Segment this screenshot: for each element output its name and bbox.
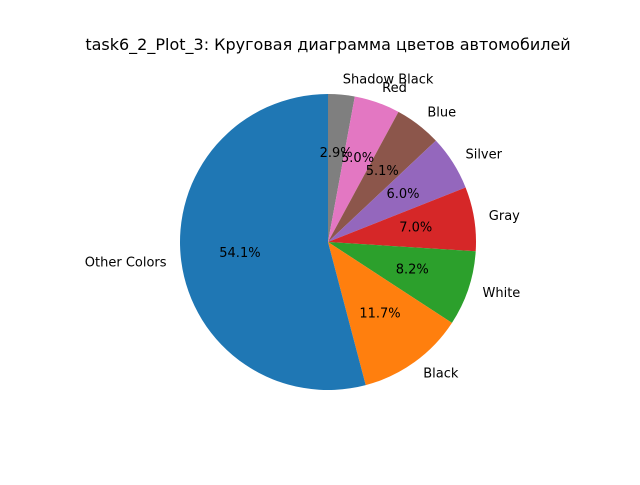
pie-slice-silver <box>328 140 466 242</box>
pie-slice-gray <box>328 187 476 252</box>
pie-slices <box>179 94 476 390</box>
slice-label-silver: Silver <box>465 147 502 162</box>
slice-percent-red: 5.0% <box>341 151 374 166</box>
slice-label-black: Black <box>423 367 459 382</box>
slice-percent-other-colors: 54.1% <box>219 246 260 261</box>
slice-percent-white: 8.2% <box>396 262 429 277</box>
slice-label-other-colors: Other Colors <box>85 255 167 270</box>
slice-percent-shadow-black: 2.9% <box>320 146 353 161</box>
chart-title: task6_2_Plot_3: Круговая диаграмма цвето… <box>85 35 570 55</box>
slice-label-white: White <box>483 286 521 301</box>
pie-slice-white <box>328 242 476 323</box>
pie-slice-black <box>328 242 452 386</box>
slice-label-blue: Blue <box>427 106 456 121</box>
slice-percent-gray: 7.0% <box>399 221 432 236</box>
slice-label-red: Red <box>382 81 407 96</box>
slice-percent-silver: 6.0% <box>386 187 419 202</box>
slice-percent-labels: 2.9%5.0%5.1% 6.0% 7.0% 8.2% 11.7% 54.1% <box>219 146 432 321</box>
slice-percent-blue: 5.1% <box>366 164 399 179</box>
slice-label-shadow-black: Shadow Black <box>343 72 434 87</box>
pie-slice-blue <box>328 111 436 243</box>
pie-slice-other-colors <box>179 94 366 390</box>
slice-percent-black: 11.7% <box>359 307 400 322</box>
slice-label-gray: Gray <box>489 209 520 224</box>
pie-slice-shadow-black <box>328 94 355 242</box>
pie-slice-red <box>328 96 399 243</box>
